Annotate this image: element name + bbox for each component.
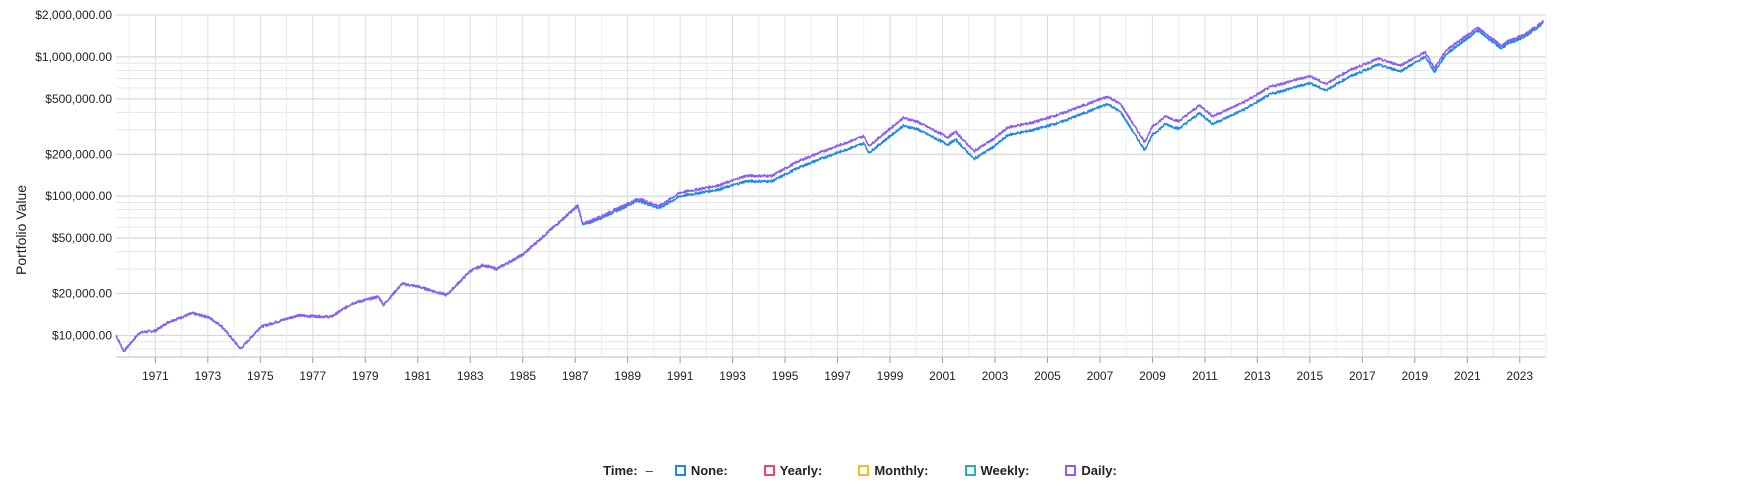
chart-canvas: $2,000,000.00 $1,000,000.00 $500,000.00 $20… (13, 8, 1547, 383)
legend-item-none[interactable]: None: (674, 462, 728, 478)
legend-items: None: Yearly: Monthly: Weekly: Daily: (674, 462, 1153, 478)
legend-swatch (674, 464, 686, 476)
x-tick-label: 2005 (1034, 369, 1061, 383)
legend-label: Monthly: (874, 462, 929, 478)
y-tick-label: $1,000,000.00 (35, 50, 112, 64)
legend-label: Yearly: (779, 462, 823, 478)
legend-dash: – (645, 462, 653, 478)
x-tick-label: 2023 (1506, 369, 1533, 383)
x-tick-label: 1981 (404, 369, 431, 383)
x-tick-label: 2017 (1349, 369, 1376, 383)
x-tick-label: 1993 (719, 369, 746, 383)
x-tick-label: 1991 (667, 369, 694, 383)
y-axis-title: Portfolio Value (13, 185, 29, 275)
x-tick-label: 2007 (1087, 369, 1114, 383)
y-tick-label: $10,000.00 (52, 328, 112, 342)
y-tick-label: $500,000.00 (45, 92, 112, 106)
grid (116, 14, 1547, 358)
x-tick-label: 2011 (1192, 369, 1218, 383)
x-tick-label: 1983 (457, 369, 484, 383)
legend-item-yearly[interactable]: Yearly: (763, 462, 823, 478)
y-tick-label: $2,000,000.00 (35, 8, 112, 22)
legend-swatch (858, 464, 870, 476)
y-tick-label: $100,000.00 (45, 189, 112, 203)
x-tick-label: 1973 (194, 369, 221, 383)
x-tick-label: 2001 (929, 369, 956, 383)
y-tick-label: $20,000.00 (52, 287, 112, 301)
series-line-none (115, 21, 1544, 352)
x-tick-label: 1975 (247, 369, 274, 383)
y-axis-ticks: $2,000,000.00 $1,000,000.00 $500,000.00 $20… (35, 8, 112, 342)
x-tick-label: 2019 (1401, 369, 1428, 383)
x-tick-label: 2009 (1139, 369, 1166, 383)
series-line-daily (115, 20, 1544, 352)
x-tick-label: 1989 (614, 369, 641, 383)
x-tick-label: 2013 (1244, 369, 1271, 383)
x-tick-label: 1995 (772, 369, 799, 383)
legend-label: Weekly: (980, 462, 1030, 478)
legend-label: None: (690, 462, 728, 478)
x-tick-label: 1985 (509, 369, 536, 383)
legend-item-monthly[interactable]: Monthly: (858, 462, 929, 478)
x-tick-label: 1987 (562, 369, 589, 383)
y-tick-label: $200,000.00 (45, 147, 112, 161)
legend-title: Time: (603, 462, 638, 478)
series-lines (115, 20, 1544, 352)
x-axis-ticks: 1971 1973 1975 1977 1979 1981 1983 1985 1987 1989… (116, 356, 1546, 383)
legend-swatch (1065, 464, 1077, 476)
x-tick-label: 2015 (1297, 369, 1324, 383)
x-tick-label: 2021 (1454, 369, 1481, 383)
legend-swatch (964, 464, 976, 476)
x-tick-label: 1979 (352, 369, 379, 383)
legend-item-daily[interactable]: Daily: (1065, 462, 1117, 478)
legend-label: Daily: (1081, 462, 1117, 478)
legend-item-weekly[interactable]: Weekly: (964, 462, 1030, 478)
x-tick-label: 1997 (824, 369, 851, 383)
x-tick-label: 1999 (877, 369, 904, 383)
x-tick-label: 2003 (982, 369, 1009, 383)
legend: Time: – None: Yearly: Monthly: Weekly: Daily… (0, 455, 1756, 485)
y-tick-label: $50,000.00 (52, 231, 112, 245)
x-tick-label: 1977 (299, 369, 326, 383)
legend-swatch (763, 464, 775, 476)
x-tick-label: 1971 (142, 369, 169, 383)
